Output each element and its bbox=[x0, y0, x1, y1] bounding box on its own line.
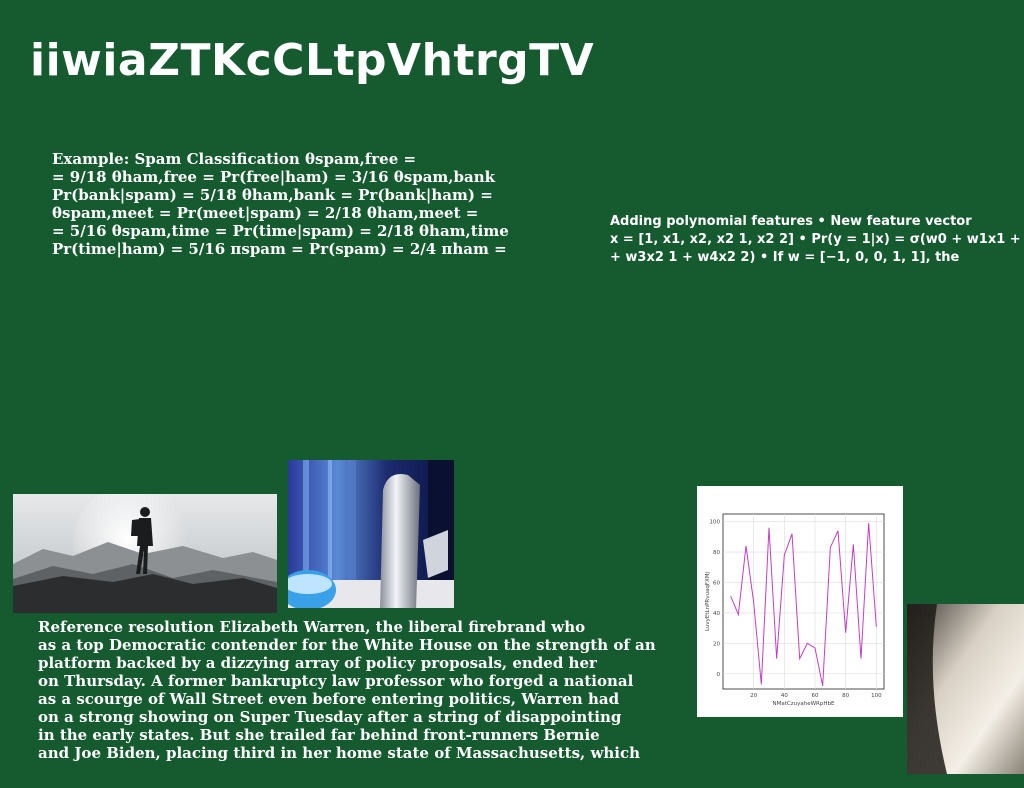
blurred-photo bbox=[907, 604, 1024, 774]
text-line: and Joe Biden, placing third in her home… bbox=[38, 744, 641, 762]
glass-still-life-photo bbox=[288, 460, 454, 608]
text-line: platform backed by a dizzying array of p… bbox=[38, 654, 597, 672]
text-line: Adding polynomial features • New feature… bbox=[610, 214, 972, 229]
text-line: Pr(bank|spam) = 5/18 θham,bank = Pr(bank… bbox=[52, 186, 493, 204]
series-line bbox=[730, 523, 877, 687]
y-tick-label: 100 bbox=[710, 520, 721, 526]
text-line: on a strong showing on Super Tuesday aft… bbox=[38, 708, 622, 726]
x-tick-label: 100 bbox=[871, 693, 882, 699]
text-line: Pr(time|ham) = 5/16 πspam = Pr(spam) = 2… bbox=[52, 240, 507, 258]
article-text: Reference resolution Elizabeth Warren, t… bbox=[38, 618, 698, 762]
text-line: as a scourge of Wall Street even before … bbox=[38, 690, 620, 708]
text-line: = 5/16 θspam,time = Pr(time|spam) = 2/18… bbox=[52, 222, 509, 240]
y-axis-label: LuvyEtLnPRvuaqFXMj bbox=[705, 571, 711, 631]
text-line: Example: Spam Classification θspam,free … bbox=[52, 150, 417, 168]
x-tick-label: 20 bbox=[750, 693, 757, 699]
text-line: x = [1, x1, x2, x2 1, x2 2] • Pr(y = 1|x… bbox=[610, 232, 1021, 247]
y-tick-label: 20 bbox=[713, 641, 720, 647]
y-tick-label: 40 bbox=[713, 611, 720, 617]
polynomial-features-text: Adding polynomial features • New feature… bbox=[610, 213, 1021, 267]
text-line: on Thursday. A former bankruptcy law pro… bbox=[38, 672, 634, 690]
line-chart: 20 40 60 80 100 0 20 40 60 80 100 NMatCzuyaheWRpHb… bbox=[697, 486, 903, 717]
text-line: = 9/18 θham,free = Pr(free|ham) = 3/16 θ… bbox=[52, 168, 496, 186]
y-tick-label: 0 bbox=[717, 672, 721, 678]
x-tick-label: 60 bbox=[812, 693, 819, 699]
text-line: + w3x2 1 + w4x2 2) • If w = [−1, 0, 0, 1… bbox=[610, 250, 960, 265]
x-tick-label: 80 bbox=[842, 693, 849, 699]
plot-frame bbox=[722, 513, 885, 690]
text-line: in the early states. But she trailed far… bbox=[38, 726, 600, 744]
text-line: as a top Democratic contender for the Wh… bbox=[38, 636, 656, 654]
x-axis-label: NMatCzuyaheWRpHbE bbox=[773, 701, 835, 707]
y-tick-label: 60 bbox=[713, 580, 720, 586]
x-tick-label: 40 bbox=[781, 693, 788, 699]
text-line: Reference resolution Elizabeth Warren, t… bbox=[38, 618, 586, 636]
y-tick-label: 80 bbox=[713, 550, 720, 556]
text-line: θspam,meet = Pr(meet|spam) = 2/18 θham,m… bbox=[52, 204, 479, 222]
spam-classification-text: Example: Spam Classification θspam,free … bbox=[52, 150, 567, 258]
page-title: iiwiaZTKcCLtpVhtrgTV bbox=[30, 35, 595, 86]
hiker-mountain-photo bbox=[13, 494, 277, 613]
